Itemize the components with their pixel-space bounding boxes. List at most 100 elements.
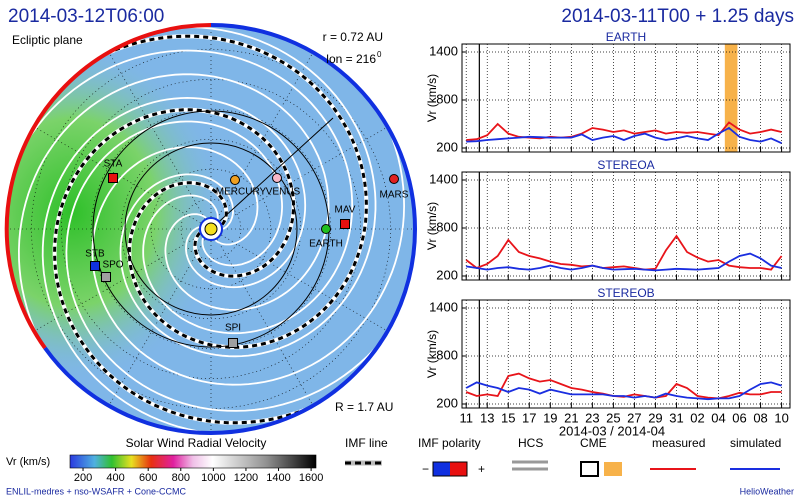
imf-spiral — [17, 73, 330, 433]
panel-title: EARTH — [606, 30, 646, 44]
spacecraft-marker — [108, 173, 118, 183]
x-tick-label: 29 — [648, 410, 662, 425]
x-tick-label: 04 — [711, 410, 725, 425]
grid-ring — [180, 198, 242, 260]
colorbar-tick-label: 400 — [106, 472, 124, 484]
object-label: STB — [85, 249, 105, 260]
colorbar-title: Solar Wind Radial Velocity — [126, 436, 267, 450]
grid-ring — [150, 168, 272, 290]
y-axis-label: Vr (km/s) — [425, 330, 439, 378]
object-label: STA — [104, 159, 123, 170]
imf-spiral — [41, 96, 402, 433]
rim-negative — [4, 22, 212, 350]
y-tick-label: 200 — [436, 267, 458, 282]
plot-area — [462, 44, 790, 152]
spacecraft-marker — [228, 338, 238, 348]
series-line — [466, 126, 782, 145]
planet-marker — [272, 173, 282, 183]
object-label: MAV — [335, 205, 356, 216]
y-tick-label: 800 — [436, 91, 458, 106]
venus-orbit — [124, 142, 298, 316]
cme-band — [724, 44, 738, 152]
x-axis-label: 2014-03 / 2014-04 — [559, 423, 665, 438]
grid-ring — [31, 49, 391, 409]
legend-hcs: HCS — [518, 436, 543, 450]
object-label: EARTH — [309, 239, 343, 250]
y-tick-label: 1400 — [429, 171, 458, 186]
range-label: R = 1.7 AU — [335, 400, 393, 414]
legend-simulated: simulated — [730, 436, 781, 450]
imf-spiral — [7, 26, 377, 358]
x-tick-label: 25 — [606, 410, 620, 425]
y-tick-label: 1400 — [429, 299, 458, 314]
panel-title: STEREOA — [597, 158, 654, 172]
object-label: MERCURY — [216, 187, 267, 198]
x-tick-label: 11 — [459, 410, 473, 425]
rim-positive — [43, 23, 417, 436]
plot-frame — [461, 171, 791, 281]
colorbar-tick-label: 1400 — [266, 472, 290, 484]
panel-title: STEREOB — [597, 286, 654, 300]
footer-left: ENLIL-medres + nso-WSAFR + Cone-CCMC — [6, 486, 187, 496]
object-label: MARS — [380, 190, 409, 201]
plot-area — [462, 172, 790, 280]
y-axis-label: Vr (km/s) — [425, 202, 439, 250]
planet-marker — [389, 174, 399, 184]
x-tick-label: 13 — [480, 410, 494, 425]
x-tick-label: 27 — [627, 410, 641, 425]
legend-minus: − — [422, 462, 429, 476]
planet-marker — [321, 224, 331, 234]
sun — [204, 222, 218, 236]
legend-imf-polarity: IMF polarity — [418, 436, 481, 450]
lon-label: lon = 216 — [326, 52, 376, 66]
imf-spiral — [65, 120, 415, 412]
x-tick-label: 19 — [543, 410, 557, 425]
plane-label: Ecliptic plane — [12, 33, 83, 47]
colorbar-tick-label: 200 — [74, 472, 92, 484]
object-label: VENUS — [266, 187, 301, 198]
imf-spiral — [91, 25, 406, 386]
hcs-spiral — [53, 108, 415, 425]
colorbar-tick-label: 800 — [172, 472, 190, 484]
x-tick-label: 10 — [774, 410, 788, 425]
y-tick-label: 800 — [436, 219, 458, 234]
plot-frame — [461, 43, 791, 153]
cme-swatch — [604, 462, 622, 476]
legend-cme: CME — [580, 436, 607, 450]
y-tick-label: 800 — [436, 347, 458, 362]
series-line — [465, 234, 783, 271]
x-tick-label: 17 — [522, 410, 536, 425]
legend-imf-line: IMF line — [345, 436, 388, 450]
left-title: 2014-03-12T06:00 — [8, 6, 164, 27]
y-tick-label: 200 — [436, 395, 458, 410]
spacecraft-marker — [101, 272, 111, 282]
colorbar-label: Vr (km/s) — [6, 456, 50, 468]
polar-plot — [4, 22, 417, 436]
footer-right: HelioWeather — [740, 486, 794, 496]
x-tick-label: 31 — [669, 410, 683, 425]
colorbar-tick-label: 1200 — [234, 472, 258, 484]
radius-label: r = 0.72 AU — [323, 30, 383, 44]
x-tick-label: 02 — [690, 410, 704, 425]
y-tick-label: 200 — [436, 139, 458, 154]
polarity-swatch — [433, 462, 450, 476]
legend-plus: + — [478, 462, 485, 476]
y-axis-label: Vr (km/s) — [425, 74, 439, 122]
x-tick-label: 21 — [564, 410, 578, 425]
x-tick-label: 06 — [732, 410, 746, 425]
colorbar-tick-label: 1600 — [299, 472, 323, 484]
y-tick-label: 1400 — [429, 43, 458, 58]
planet-marker — [230, 175, 240, 185]
right-title: 2014-03-11T00 + 1.25 days — [561, 6, 794, 27]
x-tick-label: 08 — [753, 410, 767, 425]
polarity-swatch — [450, 462, 467, 476]
colorbar-tick-label: 1000 — [201, 472, 225, 484]
spacecraft-marker — [90, 261, 100, 271]
colorbar — [69, 454, 317, 469]
imf-spiral — [7, 49, 354, 351]
series-line — [465, 381, 782, 401]
spacecraft-marker — [340, 219, 350, 229]
lon-unit: 0 — [377, 50, 382, 59]
grid-ring — [120, 138, 302, 320]
